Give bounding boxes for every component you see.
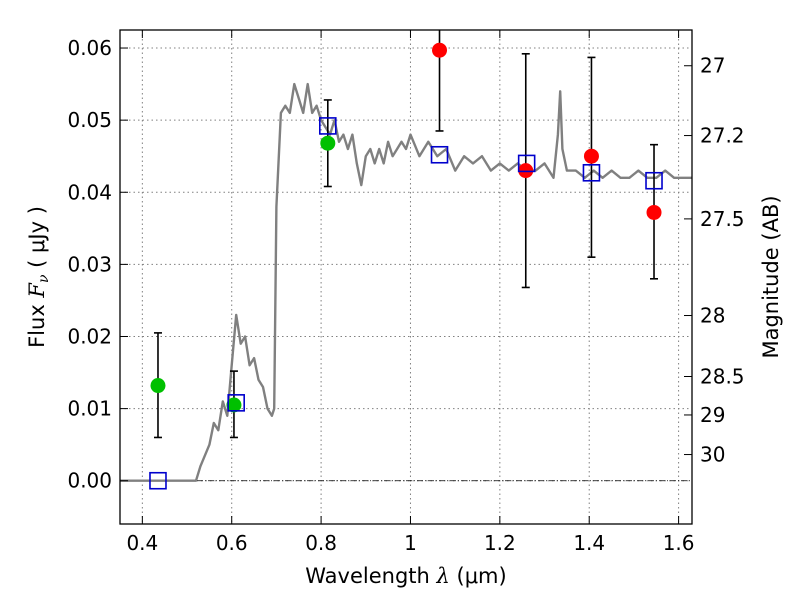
y-tick-label-6: 0.06 xyxy=(67,36,112,60)
y2-axis-label: Magnitude (AB) xyxy=(759,195,783,358)
sed-line-0 xyxy=(120,82,692,482)
point-red-2 xyxy=(583,148,599,164)
y-tick-label-0: 0.00 xyxy=(67,469,112,493)
square-marker-4 xyxy=(517,154,536,173)
grid xyxy=(120,30,692,524)
mag-tick-label-3: 28 xyxy=(700,304,725,328)
sed-model-curve xyxy=(120,82,692,482)
square-marker-6 xyxy=(645,171,663,190)
square-marker-5 xyxy=(582,163,601,182)
point-green-0 xyxy=(150,378,166,394)
x-tick-label-2: 0.8 xyxy=(305,531,337,555)
square-marker-2 xyxy=(318,117,337,135)
x-tick-label-1: 0.6 xyxy=(216,531,248,555)
x-tick-label-6: 1.6 xyxy=(663,531,695,555)
mag-tick-label-0: 27 xyxy=(700,54,725,78)
square-marker-0 xyxy=(149,471,167,490)
x-tick-label-0: 0.4 xyxy=(126,531,158,555)
x-tick-label-4: 1.2 xyxy=(484,531,516,555)
point-green-1 xyxy=(226,397,242,413)
y-axis-label: Flux Fν ( μJy ) xyxy=(25,206,52,348)
x-tick-label-5: 1.4 xyxy=(573,531,605,555)
y-tick-label-1: 0.01 xyxy=(67,397,112,421)
mag-tick-label-2: 27.5 xyxy=(700,207,745,231)
mag-tick-label-5: 29 xyxy=(700,403,725,427)
point-green-2 xyxy=(320,135,336,151)
mag-tick-label-4: 28.5 xyxy=(700,364,745,388)
plot-frame xyxy=(119,29,693,525)
axis-ticks xyxy=(120,30,692,524)
mag-tick-label-6: 30 xyxy=(700,443,725,467)
square-marker-1 xyxy=(227,394,245,412)
y-tick-label-4: 0.04 xyxy=(67,180,112,204)
x-tick-label-3: 1 xyxy=(404,531,417,555)
data-markers xyxy=(149,42,663,490)
y-tick-label-2: 0.02 xyxy=(67,324,112,348)
tick-labels: 0.4 0.6 0.8 1 1.2 1.4 1.6 0.00 0.01 0.02 0.03 0.04 0… xyxy=(67,36,744,555)
point-red-3 xyxy=(646,204,662,220)
x-axis-label: Wavelength λ (μm) xyxy=(305,564,506,588)
y-tick-label-3: 0.03 xyxy=(67,252,112,276)
point-red-0 xyxy=(432,42,448,58)
mag-tick-label-1: 27.2 xyxy=(700,124,745,148)
square-marker-3 xyxy=(430,145,449,164)
y-tick-label-5: 0.05 xyxy=(67,108,112,132)
